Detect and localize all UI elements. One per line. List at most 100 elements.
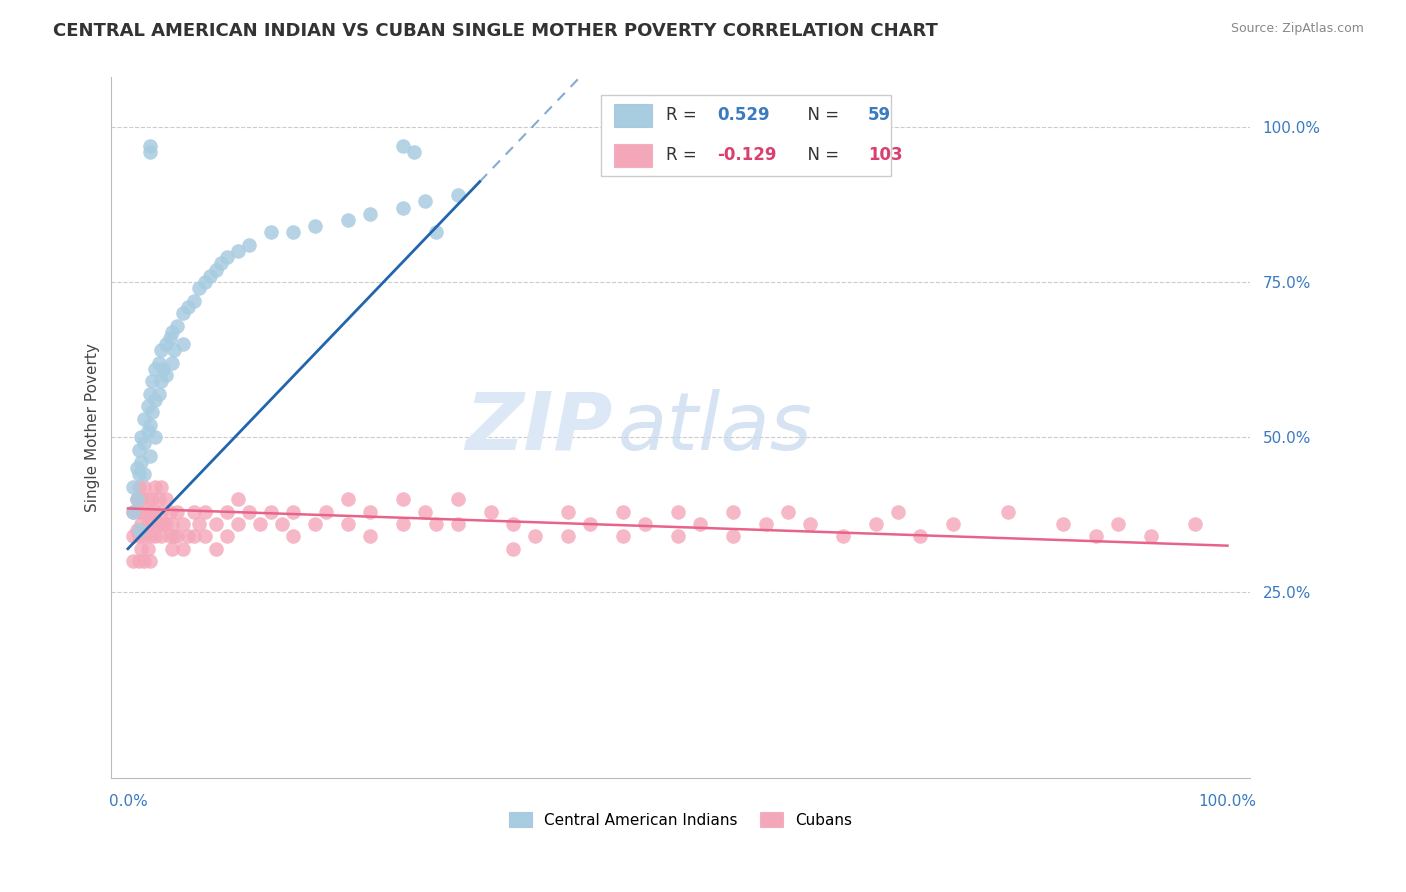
Point (1139, 529, 1161, 543)
Point (139, 145, 162, 159)
Point (205, 541, 228, 556)
FancyBboxPatch shape (614, 144, 652, 167)
Point (260, 226, 283, 240)
Point (122, 529, 145, 543)
Point (391, 516, 413, 531)
Point (139, 529, 162, 543)
Text: 103: 103 (869, 146, 903, 164)
Point (831, 529, 853, 543)
Text: 100.0%: 100.0% (1198, 794, 1257, 809)
Point (238, 238, 260, 252)
Point (139, 386, 162, 401)
Point (148, 492, 170, 507)
Point (134, 480, 156, 494)
Point (413, 194, 436, 209)
Point (166, 318, 188, 333)
Point (141, 516, 163, 531)
Point (148, 516, 170, 531)
Point (391, 492, 413, 507)
Point (391, 138, 413, 153)
Point (148, 356, 170, 370)
Point (125, 492, 148, 507)
Point (149, 529, 172, 543)
Point (557, 504, 579, 518)
Point (172, 337, 194, 351)
Text: Source: ZipAtlas.com: Source: ZipAtlas.com (1230, 22, 1364, 36)
Point (139, 449, 162, 463)
Point (194, 529, 217, 543)
Point (336, 492, 359, 507)
Point (336, 516, 359, 531)
Point (359, 504, 381, 518)
Point (402, 145, 425, 159)
Point (226, 244, 249, 258)
Point (183, 504, 205, 518)
Point (447, 188, 470, 202)
Point (183, 293, 205, 308)
Point (304, 516, 326, 531)
Point (152, 516, 174, 531)
Point (479, 504, 502, 518)
Point (159, 529, 181, 543)
FancyBboxPatch shape (614, 103, 652, 127)
Point (215, 504, 238, 518)
Point (666, 529, 689, 543)
Point (149, 374, 172, 388)
Point (122, 480, 145, 494)
Point (304, 219, 326, 234)
Point (359, 207, 381, 221)
Point (172, 541, 194, 556)
Text: CENTRAL AMERICAN INDIAN VS CUBAN SINGLE MOTHER POVERTY CORRELATION CHART: CENTRAL AMERICAN INDIAN VS CUBAN SINGLE … (53, 22, 938, 40)
Point (128, 467, 150, 482)
Point (755, 516, 778, 531)
Point (129, 541, 152, 556)
Point (139, 417, 162, 432)
Point (447, 492, 470, 507)
Point (865, 516, 887, 531)
Point (129, 516, 152, 531)
Point (139, 504, 162, 518)
Point (226, 492, 249, 507)
Point (721, 504, 744, 518)
Point (578, 516, 600, 531)
Legend: Central American Indians, Cubans: Central American Indians, Cubans (502, 805, 859, 834)
Point (194, 275, 217, 289)
Point (502, 516, 524, 531)
Point (215, 250, 238, 264)
Point (188, 516, 211, 531)
Point (425, 516, 447, 531)
Point (689, 516, 711, 531)
Point (270, 516, 292, 531)
Point (128, 554, 150, 568)
Point (141, 492, 163, 507)
Point (209, 256, 232, 270)
Text: atlas: atlas (617, 389, 813, 467)
Point (141, 405, 163, 419)
Text: 0.529: 0.529 (717, 106, 769, 124)
Text: 59: 59 (869, 106, 891, 124)
Point (139, 554, 162, 568)
Text: N =: N = (797, 106, 844, 124)
Point (166, 504, 188, 518)
Point (136, 399, 159, 413)
Point (160, 356, 183, 370)
Point (128, 480, 150, 494)
Point (163, 529, 186, 543)
Point (128, 504, 150, 518)
Point (136, 424, 159, 438)
Point (160, 541, 183, 556)
Point (1184, 516, 1206, 531)
Point (145, 392, 167, 407)
Point (997, 504, 1019, 518)
Point (145, 362, 167, 376)
Point (128, 442, 150, 457)
Point (122, 504, 145, 518)
Point (139, 138, 162, 153)
Point (160, 325, 183, 339)
Point (148, 386, 170, 401)
Point (1084, 529, 1107, 543)
Point (159, 504, 181, 518)
Point (523, 529, 546, 543)
Point (612, 529, 634, 543)
Point (205, 516, 228, 531)
